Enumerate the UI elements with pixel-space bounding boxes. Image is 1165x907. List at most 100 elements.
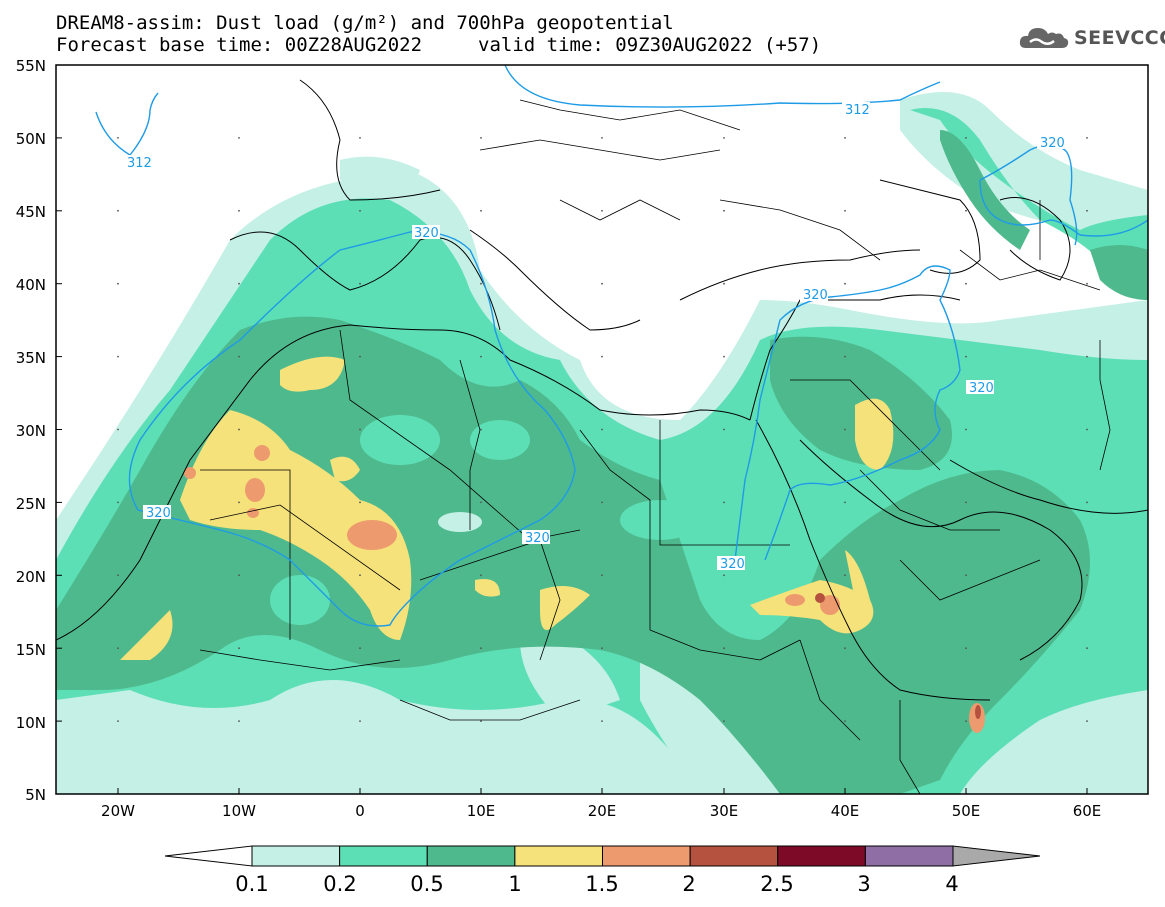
lat-label: 10N: [15, 714, 46, 732]
grid-dot: [238, 428, 240, 431]
grid-dot: [601, 720, 603, 722]
grid-dot: [117, 501, 119, 504]
logo-text: SEEVCCC: [1074, 27, 1165, 49]
forecast-base-time: Forecast base time: 00Z28AUG2022: [56, 34, 423, 56]
lat-label: 5N: [25, 786, 46, 804]
contour-label: 312: [127, 156, 152, 171]
grid-dot: [601, 209, 603, 212]
grid-dots: [117, 137, 1088, 722]
grid-dot: [117, 647, 119, 650]
colorbar-label: 0.2: [323, 872, 357, 896]
grid-dot: [723, 720, 725, 722]
grid-dot: [359, 574, 361, 577]
grid-dot: [1086, 209, 1088, 212]
grid-dot: [480, 282, 482, 285]
grid-dot: [117, 282, 119, 285]
lon-label: 50E: [951, 802, 981, 820]
lon-label: 40E: [830, 802, 860, 820]
grid-dot: [238, 209, 240, 212]
grid-dot: [359, 428, 361, 431]
grid-dot: [359, 355, 361, 358]
grid-dot: [965, 501, 967, 504]
lat-label: 25N: [15, 495, 46, 513]
colorbar-label: 2: [682, 872, 696, 896]
grid-dot: [1086, 501, 1088, 504]
colorbar-label: 3: [857, 872, 871, 896]
grid-dot: [480, 501, 482, 504]
grid-dot: [965, 137, 967, 139]
colorbar-swatch: [514, 845, 603, 867]
grid-dot: [844, 355, 846, 358]
grid-dot: [965, 720, 967, 722]
contour-label: 320: [146, 506, 171, 521]
grid-dot: [844, 720, 846, 722]
grid-dot: [723, 355, 725, 358]
grid-dot: [601, 355, 603, 358]
grid-dot: [723, 282, 725, 285]
grid-dot: [723, 209, 725, 212]
grid-dot: [965, 282, 967, 285]
map-title: DREAM8-assim: Dust load (g/m²) and 700hP…: [56, 12, 674, 34]
grid-dot: [480, 137, 482, 139]
grid-dot: [480, 209, 482, 212]
grid-dot: [359, 720, 361, 722]
lat-label: 45N: [15, 203, 46, 221]
grid-dot: [601, 647, 603, 650]
grid-dot: [844, 428, 846, 431]
grid-dot: [238, 137, 240, 139]
grid-dot: [117, 137, 119, 139]
grid-dot: [1086, 137, 1088, 139]
grid-dot: [965, 428, 967, 431]
dust-level-2: [815, 593, 981, 719]
grid-dot: [238, 282, 240, 285]
grid-dot: [238, 574, 240, 577]
grid-dot: [117, 720, 119, 722]
grid-dot: [359, 282, 361, 285]
colorbar-label: 0.1: [235, 872, 269, 896]
grid-dot: [359, 209, 361, 212]
colorbar-swatch: [777, 845, 866, 867]
grid-dot: [1086, 355, 1088, 358]
lon-label: 20E: [587, 802, 617, 820]
axis-ticks: [56, 64, 1088, 795]
grid-dot: [601, 282, 603, 285]
colorbar-swatch: [251, 845, 341, 867]
dust-level-0.2-patches: [270, 415, 700, 625]
colorbar-lower-arrow: [164, 845, 253, 867]
colorbar-upper-arrow: [952, 845, 1041, 867]
grid-dot: [238, 355, 240, 358]
grid-dot: [844, 209, 846, 212]
colorbar: [164, 845, 1041, 867]
contour-label: 312: [845, 103, 870, 118]
colorbar-swatch: [602, 845, 691, 867]
grid-dot: [117, 355, 119, 358]
colorbar-label: 1.5: [585, 872, 619, 896]
grid-dot: [1086, 647, 1088, 650]
valid-time: valid time: 09Z30AUG2022 (+57): [478, 34, 822, 56]
grid-dot: [601, 137, 603, 139]
grid-dot: [723, 501, 725, 504]
grid-dot: [359, 137, 361, 139]
dust-level-1: [120, 356, 894, 660]
lon-label: 20W: [101, 802, 135, 820]
grid-dot: [601, 501, 603, 504]
grid-dot: [480, 574, 482, 577]
grid-dot: [1086, 428, 1088, 431]
contour-label: 320: [525, 531, 550, 546]
contour-label: 320: [969, 381, 994, 396]
grid-dot: [480, 355, 482, 358]
grid-dot: [117, 574, 119, 577]
colorbar-label: 4: [945, 872, 959, 896]
seevccc-logo: SEEVCCC: [1018, 24, 1165, 52]
colorbar-label: 0.5: [410, 872, 444, 896]
lon-label: 10W: [222, 802, 256, 820]
grid-dot: [238, 647, 240, 650]
grid-dot: [359, 501, 361, 504]
grid-dot: [844, 501, 846, 504]
contour-labels: 312 312 320 320 320 320 320 320 320: [125, 102, 1065, 572]
grid-dot: [480, 428, 482, 431]
lat-label: 55N: [15, 57, 46, 75]
geopotential-contours: [95, 65, 1148, 627]
dust-level-0.1-patches: [438, 512, 482, 532]
